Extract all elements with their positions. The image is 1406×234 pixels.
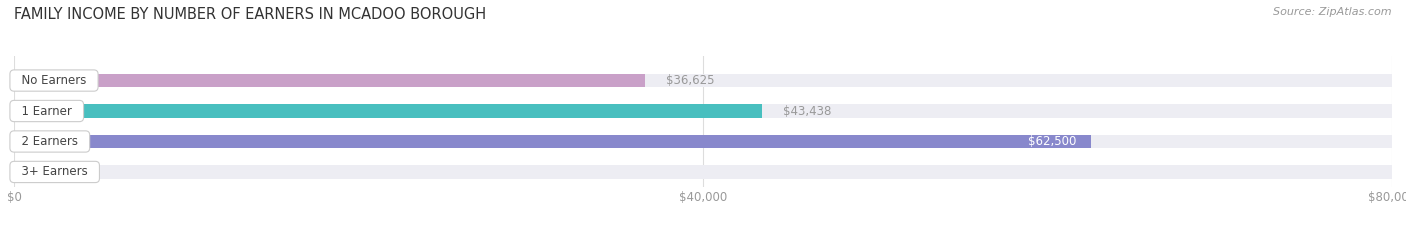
Bar bbox=[14, 135, 1392, 148]
Text: 1 Earner: 1 Earner bbox=[14, 105, 79, 117]
Text: Source: ZipAtlas.com: Source: ZipAtlas.com bbox=[1274, 7, 1392, 17]
Text: $0: $0 bbox=[35, 165, 49, 179]
Text: FAMILY INCOME BY NUMBER OF EARNERS IN MCADOO BOROUGH: FAMILY INCOME BY NUMBER OF EARNERS IN MC… bbox=[14, 7, 486, 22]
Text: 3+ Earners: 3+ Earners bbox=[14, 165, 96, 179]
Bar bbox=[14, 104, 1392, 118]
Text: No Earners: No Earners bbox=[14, 74, 94, 87]
Text: 2 Earners: 2 Earners bbox=[14, 135, 86, 148]
Bar bbox=[14, 165, 1392, 179]
Bar bbox=[14, 104, 762, 118]
Bar bbox=[14, 74, 1392, 87]
Text: $36,625: $36,625 bbox=[665, 74, 714, 87]
Text: $43,438: $43,438 bbox=[783, 105, 831, 117]
Bar bbox=[14, 74, 645, 87]
Text: $62,500: $62,500 bbox=[1028, 135, 1077, 148]
Bar bbox=[14, 135, 1091, 148]
